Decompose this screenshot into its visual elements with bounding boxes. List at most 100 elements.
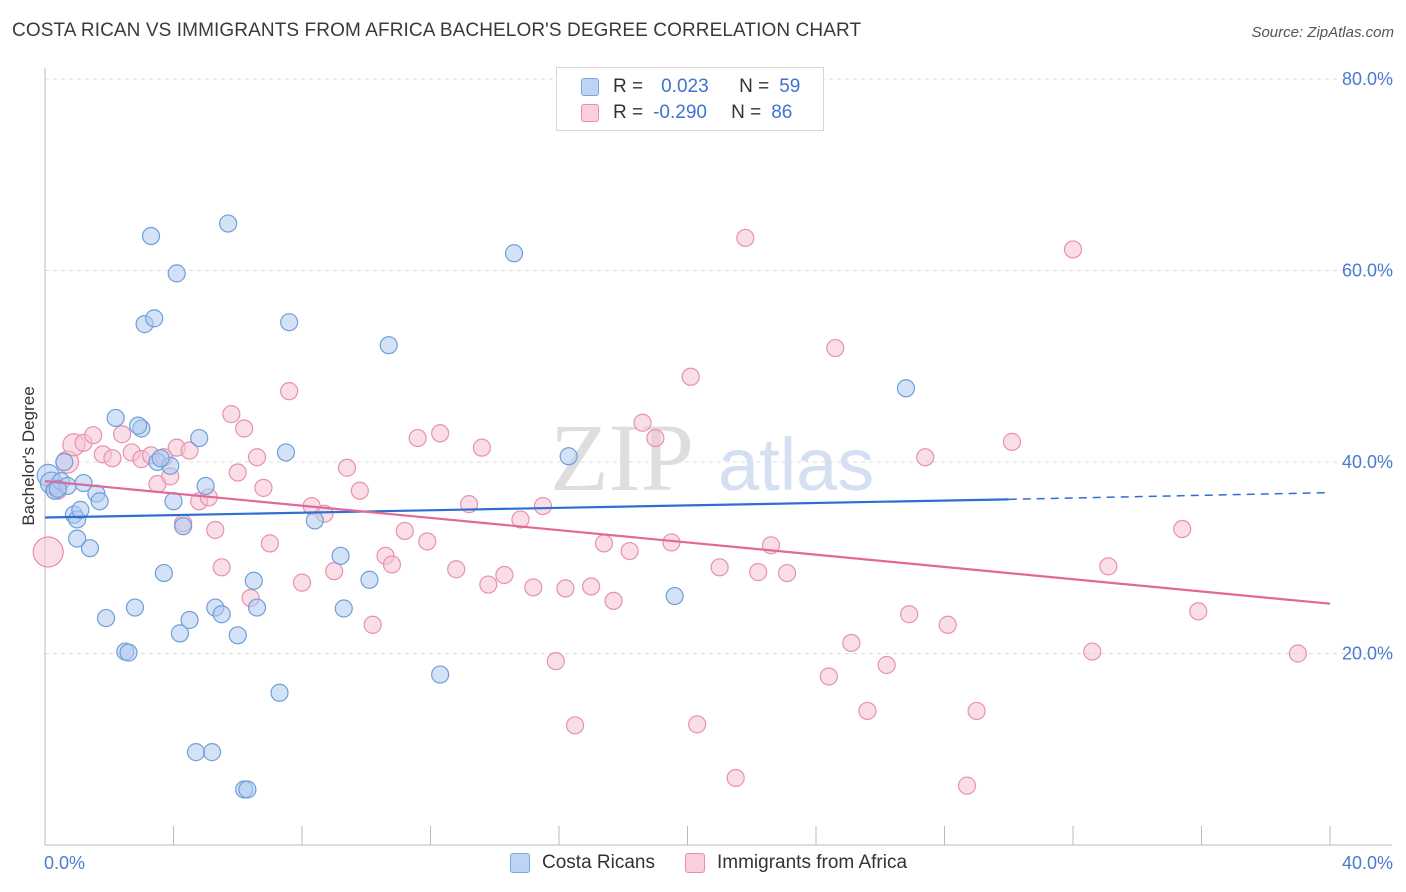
africa-point	[395, 521, 414, 541]
africa-point	[363, 615, 382, 634]
y-axis-label: Bachelor's Degree	[19, 386, 38, 525]
africa-point	[1189, 602, 1208, 621]
africa-point	[511, 510, 530, 529]
costa-rican-point	[106, 408, 125, 428]
costa-rican-point	[244, 571, 263, 590]
x-tick-labels: 0.0% 40.0%	[44, 853, 1393, 873]
africa-point	[826, 338, 845, 358]
africa-point	[604, 591, 623, 610]
series-swatch-pink	[685, 853, 705, 873]
series-label-africa: Immigrants from Africa	[717, 852, 908, 873]
africa-point	[646, 428, 665, 448]
africa-point	[479, 575, 498, 594]
costa-rican-point	[504, 244, 524, 263]
africa-point	[280, 382, 299, 401]
africa-point	[916, 448, 935, 467]
africa-point	[726, 768, 745, 788]
africa-point	[260, 534, 279, 553]
costa-rican-point	[80, 539, 100, 558]
costa-rican-point	[305, 511, 324, 530]
africa-point	[749, 563, 768, 582]
costa-rican-point	[125, 598, 145, 617]
x-tick-label: 0.0%	[44, 853, 85, 873]
costa-rican-point	[119, 643, 138, 662]
costa-rican-point	[379, 336, 398, 355]
africa-point	[900, 605, 919, 624]
africa-point	[228, 463, 247, 482]
africa-point	[212, 558, 231, 577]
costa-rican-point	[270, 683, 289, 702]
costa-rican-point	[167, 264, 186, 283]
costa-rican-point	[228, 626, 247, 645]
africa-point	[292, 573, 312, 592]
africa-point	[1099, 557, 1118, 576]
costa-rican-point	[896, 379, 916, 398]
trend-lines	[44, 480, 1331, 605]
costa-rican-point	[665, 586, 684, 606]
africa-point	[524, 578, 543, 597]
africa-point	[533, 496, 553, 516]
costa-rican-point	[186, 743, 206, 762]
africa-point	[938, 615, 957, 634]
costa-rican-point	[145, 309, 164, 328]
correlation-legend: R = 0.023 N = 59 R = -0.290 N = 86	[556, 67, 824, 131]
costa-rican-points	[36, 214, 916, 799]
africa-point	[447, 560, 466, 579]
costa-rican-point	[559, 447, 578, 466]
africa-point	[337, 458, 357, 477]
africa-point	[431, 424, 450, 443]
legend-r-label: R =	[613, 76, 644, 97]
legend-swatch-pink	[581, 104, 599, 122]
costa-rican-point	[247, 598, 267, 617]
africa-point	[472, 438, 491, 457]
africa-point	[1002, 432, 1022, 451]
africa-point	[633, 413, 652, 432]
africa-point	[582, 577, 601, 596]
costa-rican-point	[212, 605, 231, 624]
costa-rican-point	[164, 492, 183, 511]
costa-rican-trend-extension	[1008, 491, 1331, 501]
y-tick-label: 20.0%	[1342, 644, 1393, 664]
africa-point	[1288, 644, 1307, 663]
africa-point	[235, 419, 254, 438]
africa-point	[180, 441, 199, 460]
africa-point	[620, 541, 639, 561]
legend-row-africa: R = -0.290 N = 86	[581, 101, 792, 125]
costa-rican-point	[68, 529, 87, 548]
africa-point	[565, 716, 585, 735]
costa-rican-point	[96, 608, 116, 628]
chart-title: COSTA RICAN VS IMMIGRANTS FROM AFRICA BA…	[12, 20, 862, 41]
costa-rican-point	[334, 599, 353, 618]
africa-point	[688, 715, 707, 734]
legend-n-value: 86	[771, 102, 793, 123]
africa-point	[84, 426, 103, 445]
africa-point	[325, 562, 344, 581]
costa-rican-point	[431, 665, 450, 684]
watermark-atlas: atlas	[718, 423, 874, 506]
legend-r-value: 0.023	[661, 76, 709, 97]
africa-trend-line	[44, 480, 1331, 605]
costa-rican-point	[174, 517, 193, 536]
costa-rican-point	[180, 610, 199, 630]
africa-point	[594, 534, 614, 553]
africa-point	[736, 228, 755, 248]
y-tick-label: 60.0%	[1342, 261, 1393, 281]
africa-point	[254, 478, 273, 497]
grid-lines	[45, 78, 1392, 654]
series-legend-africa: Immigrants from Africa	[685, 852, 907, 874]
africa-point	[408, 428, 427, 448]
costa-rican-point	[90, 492, 109, 511]
costa-rican-point	[238, 780, 257, 799]
costa-rican-point	[202, 743, 222, 762]
costa-rican-point	[48, 479, 67, 498]
costa-rican-point	[280, 313, 299, 332]
africa-point	[206, 520, 225, 540]
costa-rican-point	[360, 570, 379, 589]
africa-point	[957, 776, 977, 795]
africa-point	[681, 367, 700, 386]
legend-n-label: N =	[739, 76, 770, 97]
costa-rican-trend-line	[44, 498, 1009, 519]
costa-rican-point	[190, 428, 209, 448]
africa-point	[418, 532, 437, 551]
africa-point	[546, 652, 565, 671]
